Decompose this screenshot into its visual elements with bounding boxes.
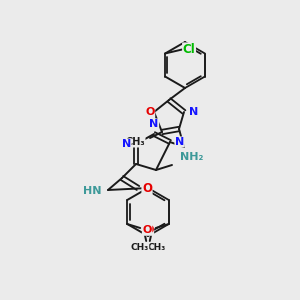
Text: N: N xyxy=(122,139,131,149)
Text: Cl: Cl xyxy=(183,43,196,56)
Text: O: O xyxy=(142,182,152,196)
Text: N: N xyxy=(189,107,198,117)
Text: HN: HN xyxy=(83,186,102,196)
Text: NH₂: NH₂ xyxy=(180,152,203,162)
Text: O: O xyxy=(145,107,155,117)
Text: O: O xyxy=(142,225,152,235)
Text: N: N xyxy=(175,137,184,147)
Text: CH₃: CH₃ xyxy=(147,244,166,253)
Text: O: O xyxy=(144,225,154,235)
Text: CH₃: CH₃ xyxy=(125,137,145,147)
Text: CH₃: CH₃ xyxy=(130,244,149,253)
Text: N: N xyxy=(149,119,159,129)
